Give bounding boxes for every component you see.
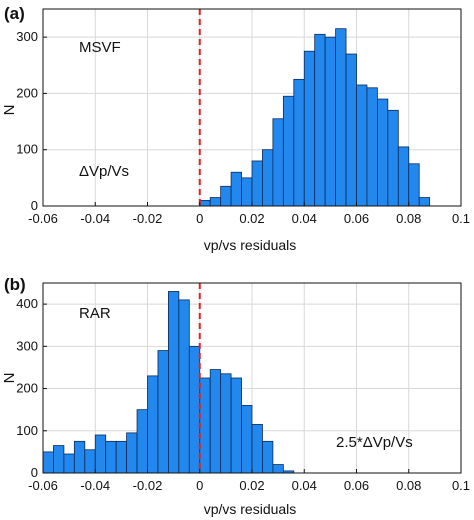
x-tick-label: -0.06	[28, 211, 58, 226]
panel-b-x-axis-label: vp/vs residuals	[204, 501, 297, 517]
y-tick-label: 100	[16, 142, 38, 157]
histogram-bar	[324, 36, 336, 207]
histogram-bar	[73, 440, 86, 474]
histogram-bar	[241, 405, 253, 474]
histogram-bar	[209, 197, 222, 207]
panel-a-annotation-msvf: MSVF	[79, 39, 121, 56]
histogram-bar	[105, 440, 117, 474]
y-tick-label: 200	[16, 381, 38, 396]
histogram-bar	[42, 451, 54, 474]
histogram-bar	[199, 377, 211, 474]
panel-b-annotation-scaled-delta: 2.5*ΔVp/Vs	[336, 434, 413, 451]
histogram-bar	[418, 197, 431, 207]
histogram-bar	[345, 53, 357, 207]
y-tick-label: 0	[31, 465, 38, 480]
x-tick-label: 0.02	[239, 478, 264, 493]
x-tick-label: -0.06	[28, 478, 58, 493]
y-tick-label: 300	[16, 29, 38, 44]
histogram-bar	[272, 118, 284, 207]
histogram-bar	[356, 84, 368, 207]
histogram-bar	[178, 299, 190, 474]
panel-a: -0.06 -0.04 -0.02 0 0.02 0.04 0.06 0.08 0.1 0 100…	[1, 4, 470, 253]
histogram-bar	[63, 453, 75, 474]
histogram-bar	[366, 87, 378, 207]
histogram-bar	[387, 109, 399, 207]
histogram-bar	[241, 177, 253, 207]
y-tick-label: 200	[16, 85, 38, 100]
histogram-bar	[94, 434, 107, 474]
x-tick-label: 0.08	[396, 478, 421, 493]
x-tick-label: 0	[196, 478, 203, 493]
panel-b-bars	[42, 291, 295, 474]
panel-a-x-axis-label: vp/vs residuals	[204, 237, 297, 253]
panel-b-y-ticks: 0 100 200 300 400	[16, 296, 47, 480]
panel-a-y-axis-label: N	[1, 105, 18, 116]
histogram-bar	[272, 464, 284, 474]
histogram-bar	[115, 440, 128, 474]
histogram-bar	[199, 199, 211, 207]
panel-a-annotation-delta: ΔVp/Vs	[79, 163, 129, 180]
x-tick-label: 0.04	[292, 211, 317, 226]
panel-a-y-ticks: 0 100 200 300	[16, 29, 47, 213]
histogram-bar	[136, 409, 148, 474]
histogram-bar	[335, 28, 347, 207]
panel-b-y-axis-label: N	[1, 373, 18, 384]
x-tick-label: -0.04	[80, 478, 110, 493]
histogram-bar	[251, 160, 263, 207]
histogram-bar	[126, 432, 138, 474]
panel-a-label: (a)	[4, 4, 25, 23]
histogram-bar	[376, 98, 389, 207]
panel-b-annotation-rar: RAR	[79, 305, 111, 322]
histogram-bar	[53, 445, 65, 474]
histogram-bar	[220, 373, 232, 474]
histogram-bar	[282, 95, 295, 207]
histogram-bar	[230, 171, 242, 207]
histogram-bar	[293, 78, 305, 207]
histogram-bar	[84, 449, 96, 474]
y-tick-label: 300	[16, 338, 38, 353]
histogram-bar	[188, 345, 201, 474]
x-tick-label: -0.02	[133, 211, 163, 226]
histogram-bar	[230, 377, 242, 474]
panel-b-label: (b)	[4, 275, 26, 294]
panel-a-bars	[199, 28, 431, 207]
x-tick-label: 0.04	[292, 478, 317, 493]
x-tick-label: -0.02	[133, 478, 163, 493]
panel-b: -0.06 -0.04 -0.02 0 0.02 0.04 0.06 0.08 0.1 0 100…	[1, 275, 470, 517]
x-tick-label: 0.02	[239, 211, 264, 226]
histogram-bar	[147, 375, 159, 474]
x-tick-label: -0.04	[80, 211, 110, 226]
histogram-bar	[314, 33, 326, 207]
x-tick-label: 0.06	[344, 211, 369, 226]
panel-b-x-ticks: -0.06 -0.04 -0.02 0 0.02 0.04 0.06 0.08 0.1	[28, 469, 470, 493]
histogram-bar	[303, 50, 316, 207]
histogram-bar	[167, 291, 180, 474]
histogram-bar	[251, 424, 263, 474]
histogram-bar	[220, 185, 232, 207]
y-tick-label: 100	[16, 423, 38, 438]
histogram-bar	[262, 440, 274, 474]
histogram-bar	[157, 350, 169, 474]
x-tick-label: 0.06	[344, 478, 369, 493]
x-tick-label: 0.1	[452, 211, 470, 226]
histogram-bar	[408, 163, 420, 207]
histogram-bar	[397, 146, 410, 207]
x-tick-label: 0.1	[452, 478, 470, 493]
y-tick-label: 0	[31, 198, 38, 213]
y-tick-label: 400	[16, 296, 38, 311]
x-tick-label: 0	[196, 211, 203, 226]
histogram-bar	[209, 369, 222, 474]
x-tick-label: 0.08	[396, 211, 421, 226]
panel-a-x-ticks: -0.06 -0.04 -0.02 0 0.02 0.04 0.06 0.08 0.1	[28, 202, 470, 226]
histogram-bar	[262, 149, 274, 207]
